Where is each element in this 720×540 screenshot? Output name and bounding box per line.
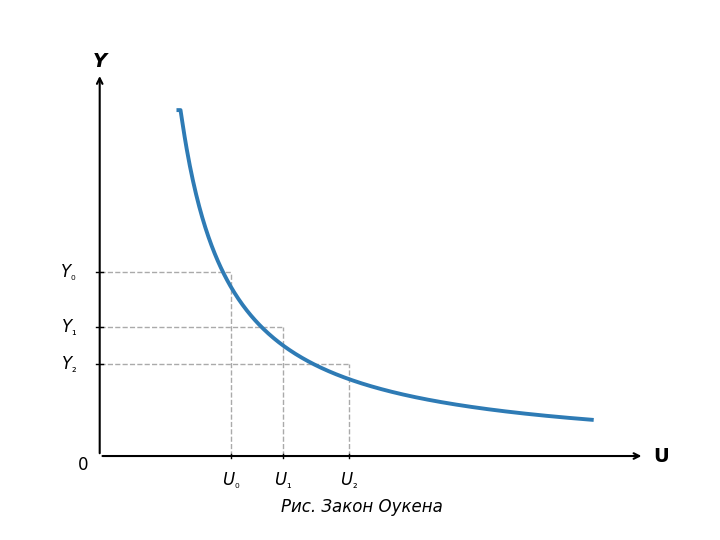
- Text: $U_{₀}$: $U_{₀}$: [222, 470, 240, 490]
- Text: $Y_{₂}$: $Y_{₂}$: [60, 354, 77, 374]
- Text: Y: Y: [93, 52, 107, 71]
- Text: $U_{₂}$: $U_{₂}$: [340, 470, 358, 490]
- Text: $Y_{₀}$: $Y_{₀}$: [60, 261, 77, 281]
- Text: $U_{₁}$: $U_{₁}$: [274, 470, 292, 490]
- Text: U: U: [653, 447, 669, 465]
- Text: Рис. Закон Оукена: Рис. Закон Оукена: [282, 497, 443, 516]
- Text: 0: 0: [78, 456, 89, 474]
- Text: $Y_{₁}$: $Y_{₁}$: [60, 317, 77, 337]
